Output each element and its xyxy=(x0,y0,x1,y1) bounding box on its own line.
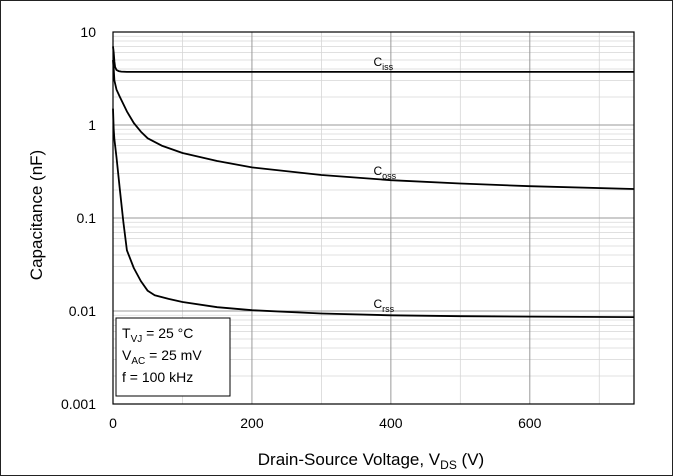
series-label-ciss: Ciss xyxy=(374,55,394,72)
y-tick-label: 1 xyxy=(88,117,96,133)
series-layer xyxy=(112,46,635,318)
y-tick-label: 0.001 xyxy=(61,396,96,412)
y-tick-label: 10 xyxy=(80,24,96,40)
series-label-coss: Coss xyxy=(374,164,397,181)
x-tick-label: 400 xyxy=(379,415,403,431)
condition-line: TVJ = 25 °C xyxy=(122,325,193,345)
plot-area-border xyxy=(112,31,635,405)
tick-labels: 10 1 0.1 0.01 0.001 0 200 400 600 xyxy=(61,24,542,431)
condition-line: f = 100 kHz xyxy=(122,369,193,385)
y-tick-label: 0.1 xyxy=(77,210,97,226)
x-tick-label: 0 xyxy=(109,415,117,431)
x-tick-label: 200 xyxy=(240,415,264,431)
series-labels: Ciss Coss Crss xyxy=(374,55,397,314)
series-line-coss xyxy=(112,59,635,190)
series-label-crss: Crss xyxy=(374,297,395,314)
y-axis-title: Capacitance (nF) xyxy=(27,150,46,280)
x-axis-title: Drain-Source Voltage, VDS (V) xyxy=(258,450,484,472)
x-tick-label: 600 xyxy=(518,415,542,431)
condition-line: VAC = 25 mV xyxy=(122,347,202,367)
series-line-ciss xyxy=(112,46,634,73)
y-tick-label: 0.01 xyxy=(69,303,96,319)
series-line-crss xyxy=(112,108,635,318)
conditions-box-frame xyxy=(115,317,231,397)
